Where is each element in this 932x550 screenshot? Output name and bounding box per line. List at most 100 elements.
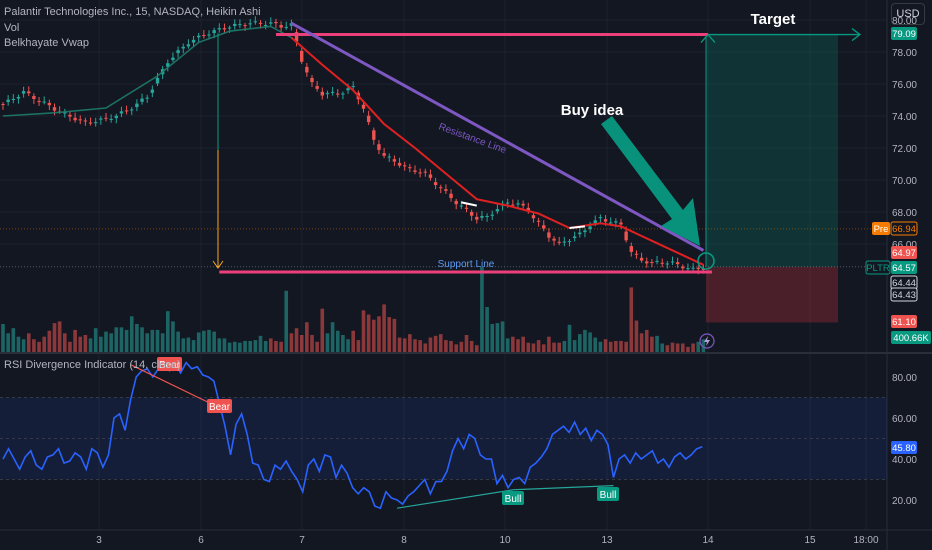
rsi-indicator-label[interactable]: RSI Divergence Indicator (14, close) [4,359,181,371]
candle-body [603,219,608,222]
svg-text:Bull: Bull [600,490,617,501]
price-badge[interactable]: 64.43 [890,287,918,302]
price-badge[interactable]: 64.97 [891,246,917,259]
candle-body [521,203,525,206]
price-badge[interactable]: Pre [872,222,890,235]
volume-bar [171,321,175,352]
rsi-line [2,361,703,510]
svg-text:Bull: Bull [505,494,522,505]
price-badge[interactable]: 66.94 [890,221,918,236]
candle-body [202,35,206,37]
volume-bar [629,287,634,352]
candle-body [258,22,263,24]
volume-bar [624,341,628,352]
volume-bar [490,323,495,352]
candle-body [16,96,21,99]
price-badge[interactable]: 64.57 [891,261,917,274]
candle-body [325,93,330,95]
volume-bar [536,340,541,352]
candle-body [315,86,319,89]
candle-body [372,130,376,140]
volume-bar [243,340,247,352]
candle-body [681,266,685,269]
volume-bar [495,323,500,352]
candle-body [480,215,484,218]
drawings[interactable] [212,21,862,274]
volume-bar [140,327,144,352]
volume-bar [289,333,294,352]
price-badge[interactable]: 45.80 [891,441,917,454]
volume-indicator-label[interactable]: Vol [4,22,20,34]
candle-body [222,28,227,30]
price-badge[interactable]: 61.10 [891,315,917,328]
svg-text:Bear: Bear [209,402,231,413]
candle-body [227,27,232,29]
volume-bar [88,338,93,352]
volume-bar [480,267,484,352]
candles [1,16,706,275]
candle-body [6,99,10,103]
volume-bar [583,329,587,352]
vwap-indicator-label[interactable]: Belkhayate Vwap [4,37,89,49]
entry-circle [697,252,715,270]
volume-bar [269,338,273,352]
volume-bar [93,328,98,352]
volume-bar [603,339,608,352]
price-badge[interactable]: 64.44 [890,275,918,290]
volume-bar [42,336,46,352]
badge-text: 61.10 [892,317,916,328]
price-tick-label: 72.00 [892,144,917,155]
volume-bar [444,340,448,352]
alert-lightning-icon[interactable] [699,333,715,349]
badge-bg [891,315,917,328]
candle-body [547,232,551,238]
volume-bar [222,338,227,352]
stop-zone [706,266,838,323]
volume-bars [1,267,706,352]
candle-body [639,257,644,261]
volume-bar [701,339,706,352]
symbol-title[interactable]: Palantir Technologies Inc., 15, NASDAQ, … [4,6,261,18]
badge-bg [891,441,917,454]
candle-body [305,66,309,73]
candle-body [32,96,36,99]
volume-bar [258,335,263,352]
vwap-dash [461,201,478,207]
volume-bar [686,346,690,352]
volume-bar [372,319,376,352]
bear-marker-1: Bear [157,357,182,371]
badge-bg [890,221,918,236]
price-axis[interactable]: 80.00 78.00 76.00 74.00 72.00 70.00 68.00 66.00… [96,16,931,546]
volume-bar [614,340,618,352]
volume-bar [572,340,577,352]
currency-button[interactable]: USD [891,3,925,25]
target-arrowhead [851,28,862,42]
volume-bar [68,341,72,352]
price-badge[interactable]: 400.66K [891,331,931,344]
candle-body [191,39,196,43]
candle-body [475,216,479,220]
candle-body [650,262,654,264]
badge-bg [891,261,917,274]
badge-bg [865,260,891,275]
candle-body [269,22,273,24]
volume-bar [315,341,319,352]
volume-bar [47,330,52,352]
vwap-dash [569,225,586,229]
volume-bar [114,327,119,352]
long-position-tool[interactable] [0,34,887,323]
candle-body [63,112,67,114]
candle-body [243,25,247,27]
candle-body [614,221,618,223]
candle-body [701,268,706,270]
badge-bg [890,287,918,302]
price-badge[interactable]: 79.09 [891,27,917,40]
candle-body [578,232,582,235]
time-tick-label: 7 [299,535,305,546]
candle-body [392,159,397,162]
volume-bar [135,323,139,352]
candle-body [397,162,402,166]
price-badge[interactable]: PLTR [865,260,891,275]
